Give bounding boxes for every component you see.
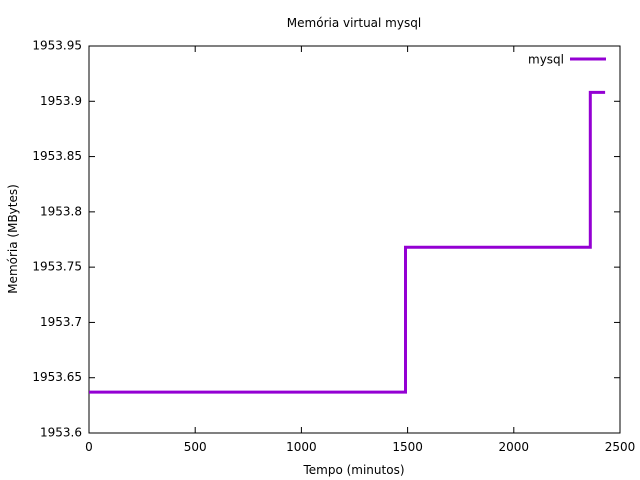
series-line-mysql (89, 90, 606, 394)
y-tick-label: 1953.6 (40, 426, 82, 440)
y-axis-ticks: 1953.6 1953.65 1953.7 1953.75 1953.8 1953.85 1… (32, 39, 620, 440)
y-tick-label: 1953.8 (40, 204, 82, 218)
series-layer (89, 90, 606, 394)
y-axis-label: Memória (MBytes) (6, 184, 20, 294)
y-tick-label: 1953.85 (32, 149, 82, 163)
x-axis-ticks: 0 500 1000 1500 2000 2500 (85, 46, 635, 454)
y-tick-label: 1953.65 (32, 370, 82, 384)
x-tick-label: 2500 (605, 440, 636, 454)
y-tick-label: 1953.7 (40, 315, 82, 329)
legend-label: mysql (528, 53, 564, 67)
x-tick-label: 2000 (499, 440, 530, 454)
y-tick-label: 1953.75 (32, 260, 82, 274)
x-tick-label: 500 (184, 440, 207, 454)
x-tick-label: 1500 (392, 440, 423, 454)
plot-frame (88, 45, 621, 434)
y-tick-label: 1953.9 (40, 94, 82, 108)
chart-title: Memória virtual mysql (287, 16, 421, 30)
x-axis-label: Tempo (minutos) (302, 463, 404, 477)
x-tick-label: 0 (85, 440, 93, 454)
y-tick-label: 1953.95 (32, 39, 82, 53)
x-tick-label: 1000 (286, 440, 317, 454)
